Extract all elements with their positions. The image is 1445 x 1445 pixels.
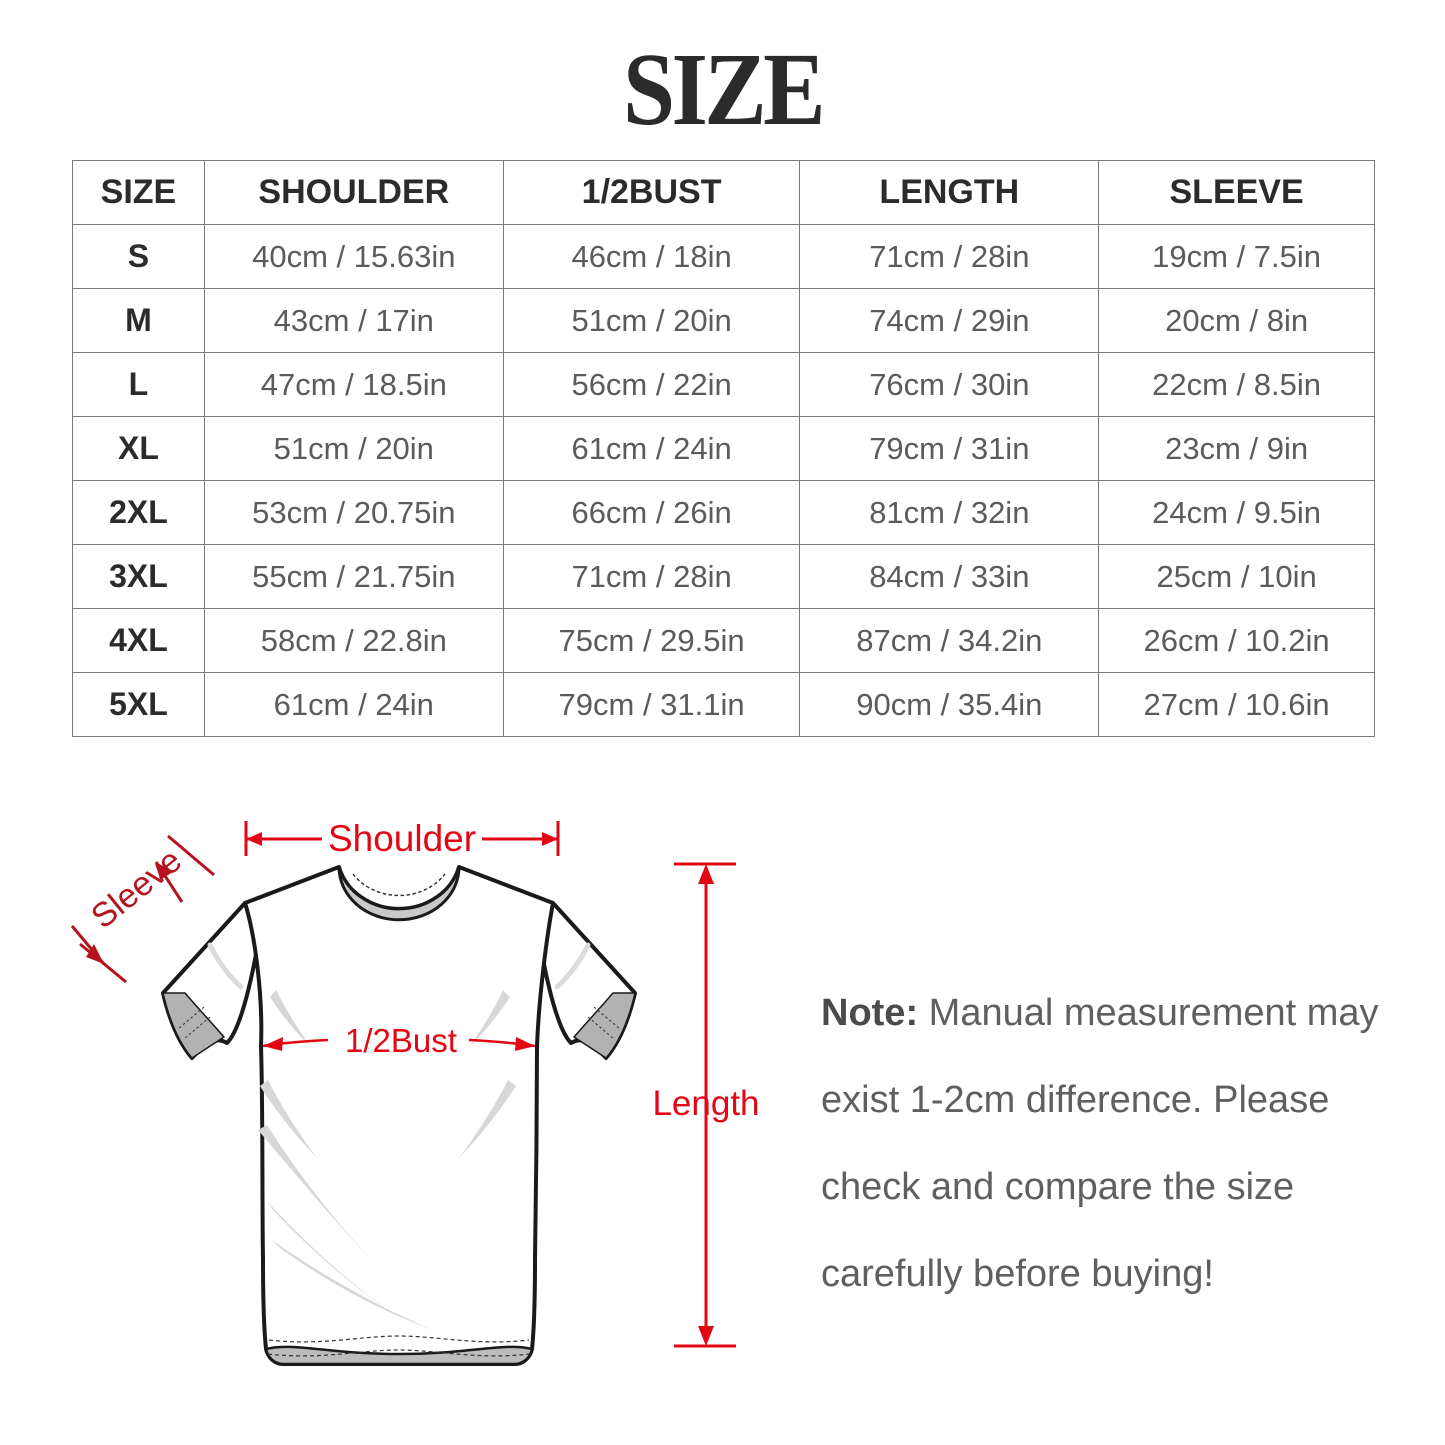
svg-text:Length: Length — [652, 1084, 759, 1123]
svg-text:Shoulder: Shoulder — [328, 818, 476, 859]
svg-text:1/2Bust: 1/2Bust — [345, 1022, 457, 1059]
